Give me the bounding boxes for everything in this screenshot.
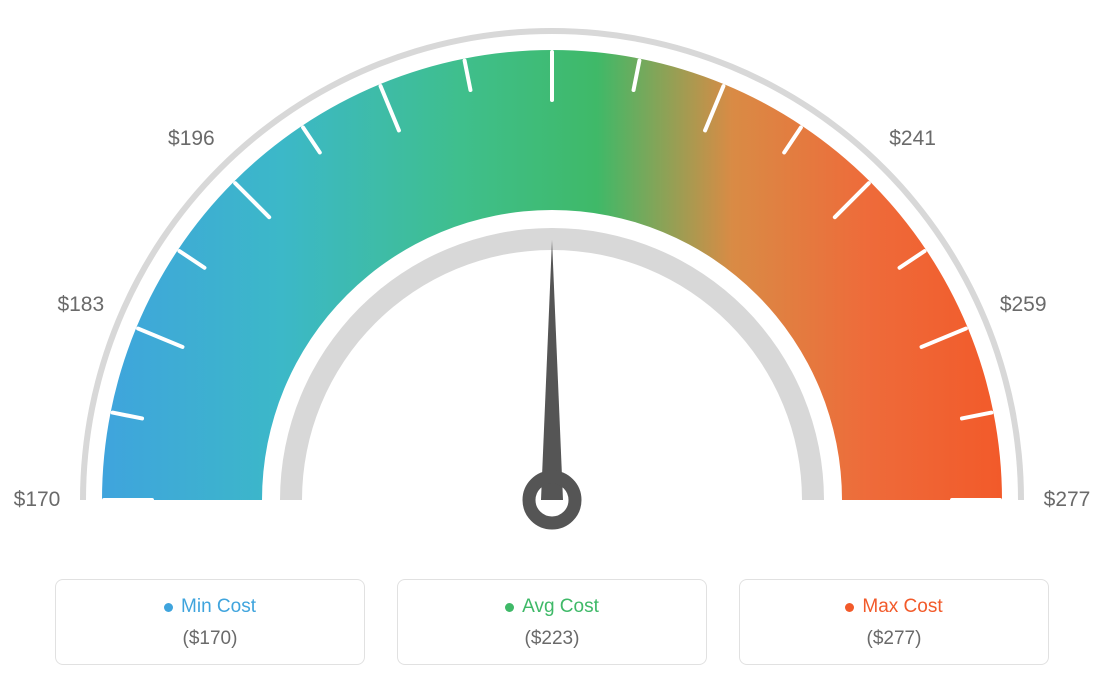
gauge-tick-label: $277 bbox=[1044, 488, 1091, 512]
legend-card: Min Cost ($170) bbox=[55, 579, 365, 665]
legend-card: Max Cost ($277) bbox=[739, 579, 1049, 665]
legend-title: Avg Cost bbox=[522, 596, 599, 618]
gauge-svg bbox=[0, 0, 1104, 560]
legend-title: Max Cost bbox=[862, 596, 942, 618]
legend-title-row: Max Cost bbox=[750, 596, 1038, 618]
legend-value: ($277) bbox=[750, 628, 1038, 650]
gauge-tick-label: $196 bbox=[168, 127, 215, 151]
gauge-tick-label: $223 bbox=[529, 0, 576, 2]
legend-title: Min Cost bbox=[181, 596, 256, 618]
legend-title-row: Min Cost bbox=[66, 596, 354, 618]
gauge-tick-label: $259 bbox=[1000, 293, 1047, 317]
legend-dot-icon bbox=[845, 603, 854, 612]
legend-value: ($223) bbox=[408, 628, 696, 650]
gauge-needle bbox=[541, 240, 563, 500]
legend-value: ($170) bbox=[66, 628, 354, 650]
legend-dot-icon bbox=[505, 603, 514, 612]
legend-row: Min Cost ($170) Avg Cost ($223) Max Cost ($27… bbox=[50, 579, 1054, 665]
gauge-tick-label: $241 bbox=[889, 127, 936, 151]
cost-gauge: $170 $183 $196 $223 $241 $259 $277 bbox=[0, 0, 1104, 560]
legend-card: Avg Cost ($223) bbox=[397, 579, 707, 665]
gauge-tick-label: $170 bbox=[14, 488, 61, 512]
legend-dot-icon bbox=[164, 603, 173, 612]
gauge-tick-label: $183 bbox=[57, 293, 104, 317]
legend-title-row: Avg Cost bbox=[408, 596, 696, 618]
